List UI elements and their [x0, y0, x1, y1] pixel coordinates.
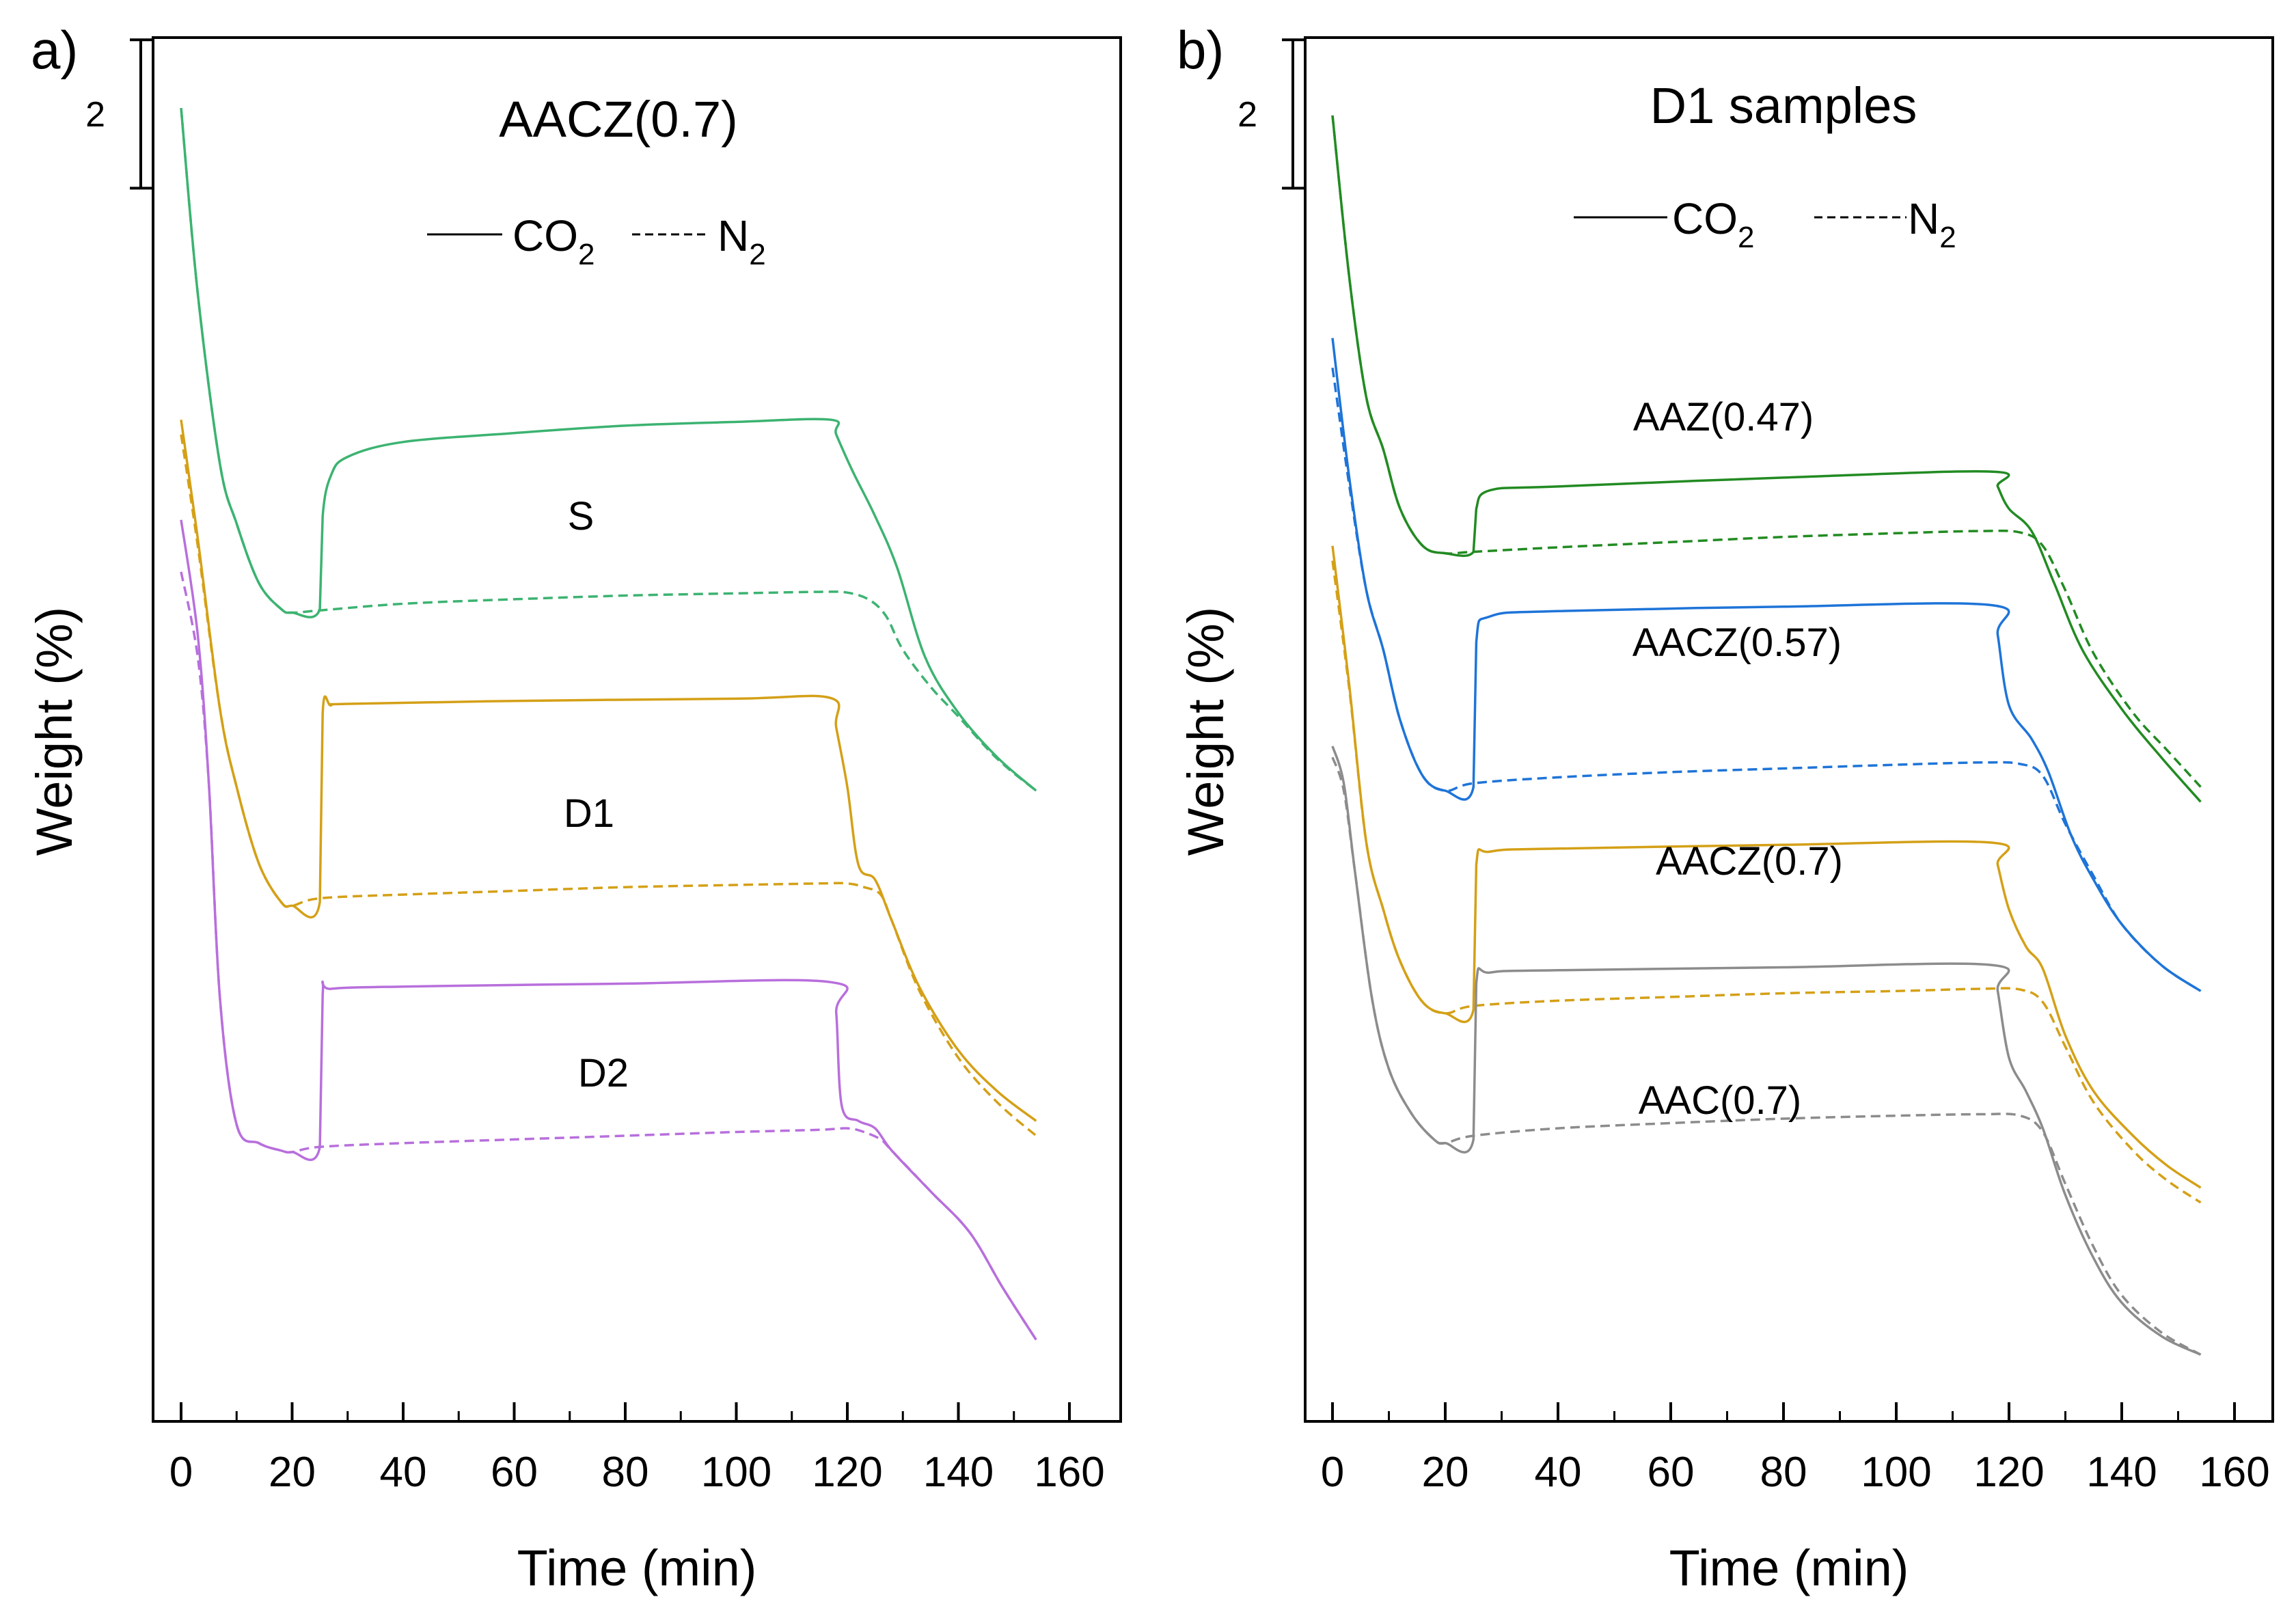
x-tick-label: 100 — [701, 1449, 771, 1496]
series-aac-0-7-co2-line — [1331, 746, 2202, 1356]
series-label-aac-0-7: AAC(0.7) — [1639, 1078, 1802, 1123]
x-tick-label: 160 — [2199, 1449, 2269, 1496]
legend-subscript: 2 — [749, 238, 765, 271]
legend-label: N2 — [1908, 194, 1956, 254]
legend-label: CO2 — [1672, 194, 1754, 254]
scale-bar-label: 2 — [85, 95, 105, 135]
y-axis-title: Weight (%) — [1177, 607, 1234, 856]
series-label-aacz-0-57: AACZ(0.57) — [1632, 620, 1842, 665]
x-tick-label: 0 — [1321, 1449, 1344, 1496]
series-aacz-0-7-co2-line — [1331, 545, 2202, 1189]
series-d1-co2-line — [180, 419, 1037, 1122]
legend-subscript: 2 — [1939, 221, 1956, 254]
series-label-aacz-0-7: AACZ(0.7) — [1656, 839, 1843, 884]
x-tick-label: 20 — [269, 1449, 316, 1496]
series-label-aaz-0-47: AAZ(0.47) — [1633, 395, 1814, 439]
series-aaz-0-47-co2-line — [1331, 115, 2202, 803]
x-tick-label: 20 — [1422, 1449, 1469, 1496]
x-tick-label: 60 — [1648, 1449, 1695, 1496]
x-tick-label: 100 — [1861, 1449, 1931, 1496]
series-label-d2: D2 — [578, 1051, 629, 1095]
series-d2-co2-line — [180, 519, 1037, 1341]
plot-frame — [152, 36, 1122, 1423]
x-tick-label: 60 — [491, 1449, 538, 1496]
x-axis-title: Time (min) — [1669, 1540, 1909, 1596]
x-tick-label: 140 — [923, 1449, 994, 1496]
plot-frame — [1304, 36, 2274, 1423]
x-axis-title: Time (min) — [517, 1540, 757, 1596]
x-tick-label: 120 — [1973, 1449, 2044, 1496]
series-d2-n2-line — [180, 571, 1037, 1341]
series-label-d1: D1 — [564, 791, 614, 836]
y-axis-title: Weight (%) — [26, 607, 83, 856]
series-aaz-0-47-n2-line — [1331, 115, 2202, 788]
series-s-co2-line — [180, 108, 1037, 792]
x-tick-label: 160 — [1034, 1449, 1104, 1496]
legend-subscript: 2 — [578, 238, 594, 271]
series-s-n2-line — [180, 108, 1037, 792]
x-tick-label: 80 — [602, 1449, 649, 1496]
series-aacz-0-57-n2-line — [1331, 367, 2202, 992]
series-label-s: S — [568, 494, 594, 538]
series-d1-n2-line — [180, 434, 1037, 1137]
panel-label: b) — [1177, 20, 1224, 80]
legend-subscript: 2 — [1738, 221, 1754, 254]
chart-title: AACZ(0.7) — [499, 91, 738, 148]
series-aacz-0-57-co2-line — [1331, 338, 2202, 992]
chart-title: D1 samples — [1650, 77, 1917, 134]
x-tick-label: 0 — [169, 1449, 193, 1496]
x-tick-label: 80 — [1760, 1449, 1807, 1496]
panel-label: a) — [31, 20, 78, 80]
x-tick-label: 40 — [1535, 1449, 1582, 1496]
x-tick-label: 140 — [2086, 1449, 2157, 1496]
x-tick-label: 40 — [380, 1449, 427, 1496]
legend-label: CO2 — [512, 211, 594, 271]
legend-label: N2 — [718, 211, 766, 271]
x-tick-label: 120 — [812, 1449, 882, 1496]
scale-bar-label: 2 — [1238, 95, 1257, 135]
